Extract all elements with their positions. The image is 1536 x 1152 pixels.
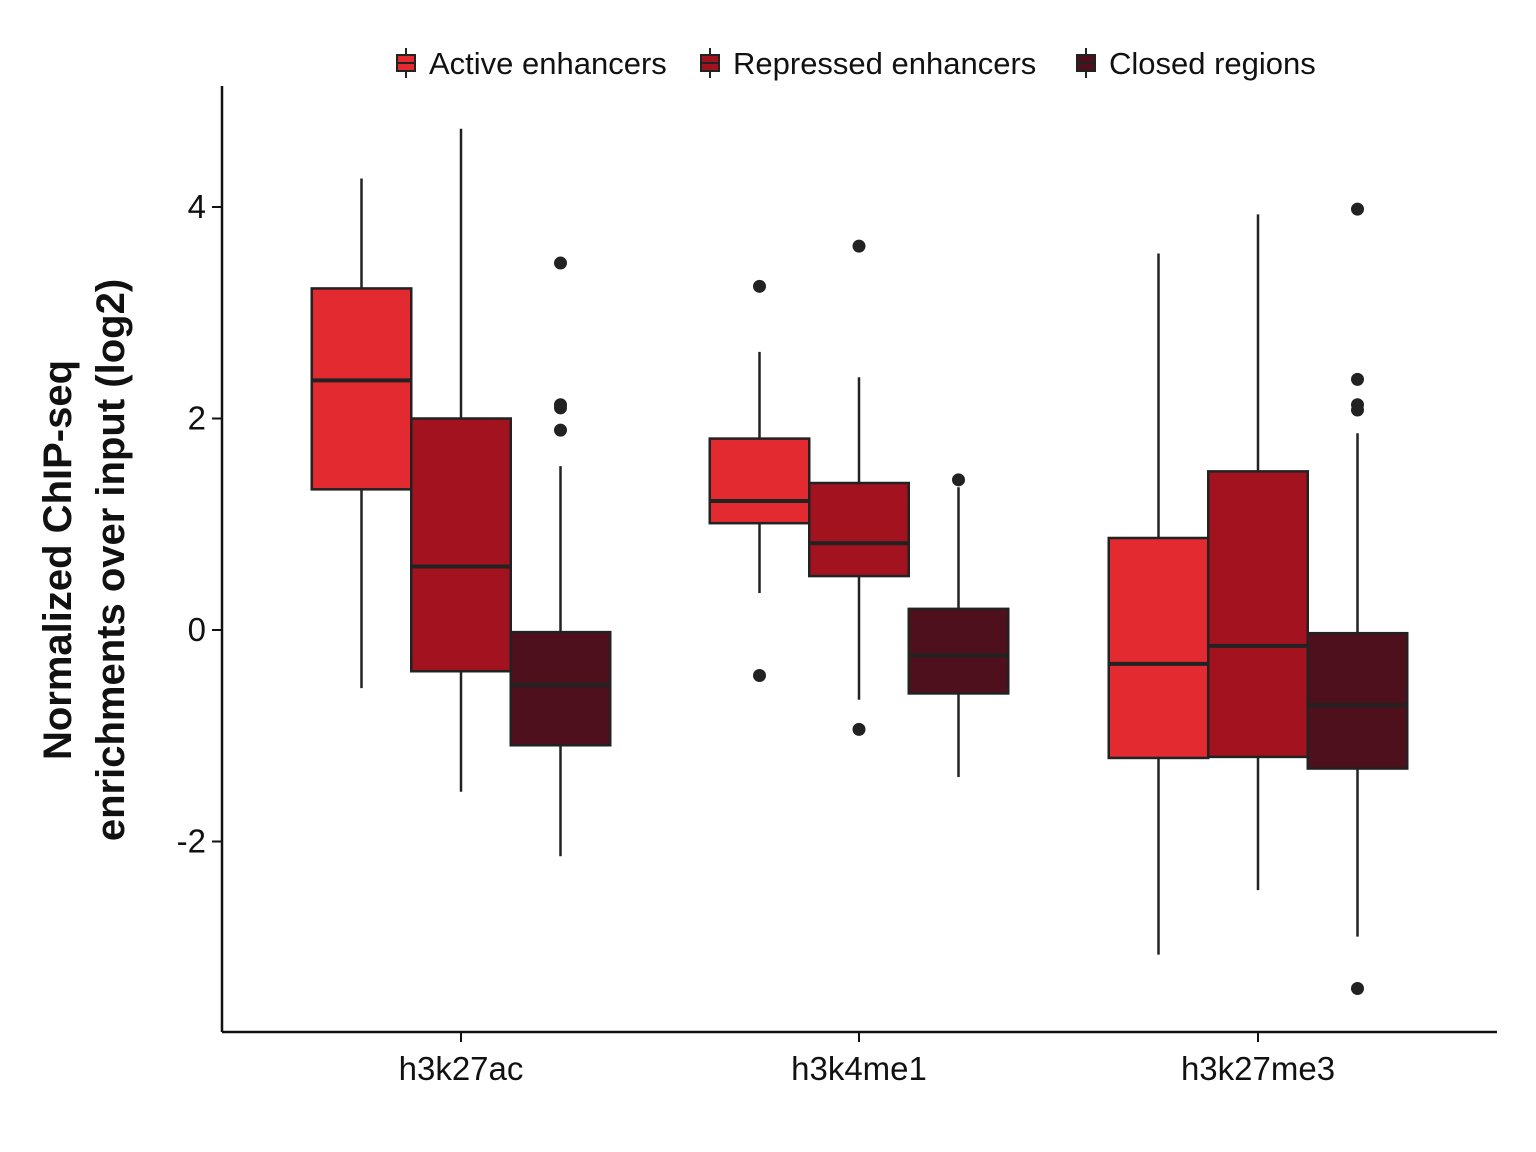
box-iqr: [310, 287, 413, 491]
box-iqr: [1107, 536, 1210, 760]
box-closed-regions-h3k27ac: [509, 256, 612, 857]
box-iqr: [907, 607, 1010, 695]
box-iqr: [1306, 631, 1409, 770]
legend-item-active-enhancers: Active enhancers: [396, 46, 667, 81]
outlier-point: [1351, 403, 1364, 417]
legend-item-repressed-enhancers: Repressed enhancers: [700, 46, 1036, 81]
legend-label: Closed regions: [1109, 46, 1316, 81]
y-axis-label-line1: Normalized ChIP-seq: [36, 360, 80, 760]
box-iqr: [708, 437, 811, 525]
legend-label: Active enhancers: [429, 46, 667, 81]
y-tick-label: -2: [177, 823, 206, 860]
box-iqr: [509, 630, 612, 747]
outlier-point: [554, 423, 567, 437]
outlier-point: [1351, 981, 1364, 995]
outlier-point: [753, 279, 766, 293]
legend-item-closed-regions: Closed regions: [1076, 46, 1316, 81]
box-repressed-enhancers-h3k4me1: [808, 239, 910, 736]
box-repressed-enhancers-h3k27ac: [410, 128, 512, 792]
outlier-point: [753, 668, 766, 682]
y-axis-label-line2: enrichments over input (log2): [89, 279, 133, 841]
box-closed-regions-h3k27me3: [1306, 202, 1409, 995]
outlier-point: [554, 256, 567, 270]
outlier-point: [1351, 372, 1364, 386]
y-tick-label: 2: [188, 400, 206, 437]
box-iqr: [808, 481, 910, 578]
x-tick-label: h3k27ac: [399, 1050, 524, 1087]
box-iqr: [410, 417, 512, 673]
y-tick-label: 0: [188, 611, 206, 648]
plot-area: [310, 128, 1409, 995]
y-axis-label: Normalized ChIP-seq enrichments over inpu…: [36, 279, 133, 841]
box-repressed-enhancers-h3k27me3: [1207, 214, 1309, 891]
legend-label: Repressed enhancers: [733, 46, 1036, 81]
outlier-point: [852, 722, 866, 736]
box-active-enhancers-h3k4me1: [708, 279, 811, 682]
outlier-point: [554, 401, 567, 415]
y-tick-label: 4: [188, 188, 206, 225]
outlier-point: [952, 473, 965, 487]
outlier-point: [852, 239, 866, 253]
box-iqr: [1207, 470, 1309, 759]
box-active-enhancers-h3k27me3: [1107, 253, 1210, 955]
box-closed-regions-h3k4me1: [907, 473, 1010, 777]
x-tick-label: h3k27me3: [1181, 1050, 1335, 1087]
outlier-point: [1351, 202, 1364, 216]
legend: Active enhancers Repressed enhancers Close…: [396, 46, 1316, 81]
axes: -2 0 2 4 h3k27ac h3k4me1 h3k27me3: [177, 86, 1497, 1087]
x-tick-label: h3k4me1: [791, 1050, 927, 1087]
box-active-enhancers-h3k27ac: [310, 178, 413, 689]
